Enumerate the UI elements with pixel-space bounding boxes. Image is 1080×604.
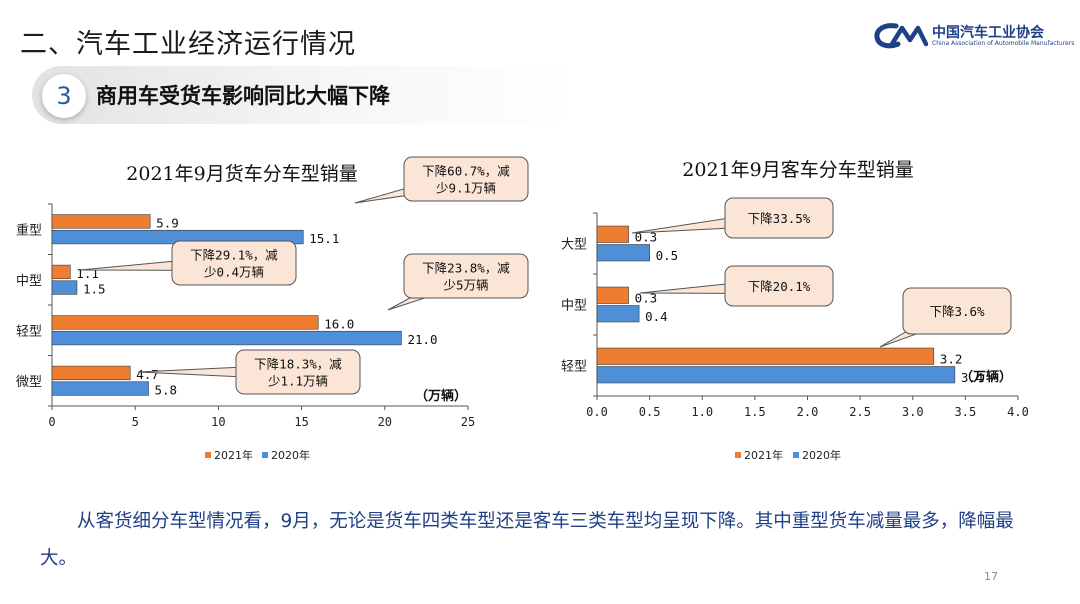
bus-legend-swatch <box>793 452 799 458</box>
bus-callout-joint <box>941 305 960 319</box>
truck-callout-text: 少9.1万辆 <box>436 181 496 196</box>
page-number: 17 <box>984 570 998 583</box>
logo-text-en: China Association of Automobile Manufact… <box>932 40 1075 47</box>
truck-bar <box>51 315 319 330</box>
truck-callout-joint <box>446 173 468 185</box>
truck-bar-value-label: 1.5 <box>83 281 106 296</box>
bus-callout-text: 下降20.1% <box>748 279 811 294</box>
bus-x-tick-label: 2.5 <box>849 405 871 419</box>
truck-category-label: 轻型 <box>16 324 42 339</box>
bus-category-label: 大型 <box>561 238 587 253</box>
logo-text-cn: 中国汽车工业协会 <box>932 25 1044 41</box>
caam-logo: 中国汽车工业协会 China Association of Automobile… <box>874 20 1074 54</box>
truck-legend-label: 2020年 <box>271 448 310 462</box>
caam-logo-icon <box>874 23 928 49</box>
truck-bar-value-label: 1.1 <box>76 266 99 281</box>
subtitle-text: 商用车受货车影响同比大幅下降 <box>96 84 390 108</box>
truck-bar <box>51 264 71 280</box>
bus-bar-value-label: 0.3 <box>635 291 658 306</box>
truck-chart: 2021年9月货车分车型销量重型中型轻型微型 0 5 10 15 20 25 5.9 15.1 1… <box>0 150 540 484</box>
truck-bar <box>51 365 131 381</box>
truck-bar-value-label: 21.0 <box>407 332 437 347</box>
bus-chart: 2021年9月客车分车型销量大型中型轻型 0.0 0.5 1.0 1.5 2.0 2.5 3.… <box>540 150 1080 484</box>
subtitle-number-badge: 3 <box>42 74 86 118</box>
bus-bar <box>596 225 629 243</box>
bus-bar-value-label: 0.3 <box>635 230 658 245</box>
truck-callout-joint <box>273 366 298 378</box>
truck-bar <box>51 280 78 295</box>
truck-callout-text: 少0.4万辆 <box>204 265 264 280</box>
bus-x-tick-label: 3.0 <box>902 405 924 419</box>
bus-callout-text: 下降3.6% <box>929 304 985 319</box>
truck-legend-swatch <box>262 452 268 458</box>
bus-x-tick-label: 1.0 <box>691 405 713 419</box>
truck-bar <box>51 381 149 396</box>
truck-legend-label: 2021年 <box>214 448 253 462</box>
truck-bar-value-label: 15.1 <box>309 231 339 246</box>
truck-category-label: 中型 <box>16 274 42 289</box>
bus-category-label: 轻型 <box>561 360 587 375</box>
truck-callout-text: 少1.1万辆 <box>268 374 328 389</box>
truck-callout-joint <box>209 257 235 269</box>
truck-bar-value-label: 4.7 <box>136 367 159 382</box>
truck-chart-title: 2021年9月货车分车型销量 <box>126 163 357 185</box>
bus-x-tick-label: 4.0 <box>1007 405 1029 419</box>
bus-category-label: 中型 <box>561 299 587 314</box>
bus-callout-joint <box>755 212 780 224</box>
truck-callout-joint <box>449 270 469 283</box>
truck-x-tick-label: 0 <box>48 415 55 429</box>
truck-bar-value-label: 5.9 <box>156 215 179 230</box>
truck-category-label: 微型 <box>16 375 42 390</box>
section-title: 二、汽车工业经济运行情况 <box>20 29 356 60</box>
truck-category-label: 重型 <box>16 222 42 238</box>
bus-bar-value-label: 3.4 <box>961 370 984 385</box>
bus-bar <box>596 244 650 262</box>
bus-chart-title: 2021年9月客车分车型销量 <box>682 159 913 181</box>
bus-callout-text: 下降33.5% <box>748 211 811 226</box>
truck-bar-value-label: 5.8 <box>155 382 178 397</box>
truck-x-tick-label: 20 <box>378 415 392 429</box>
bus-x-tick-label: 3.5 <box>955 405 977 419</box>
truck-x-tick-label: 10 <box>211 415 225 429</box>
truck-legend-swatch <box>205 452 211 458</box>
bus-legend-label: 2021年 <box>744 448 783 462</box>
truck-callout-text: 少5万辆 <box>443 278 488 293</box>
bus-unit-label: （万辆） <box>960 369 1012 385</box>
bus-bar-value-label: 3.2 <box>940 352 963 367</box>
bus-legend-label: 2020年 <box>802 448 841 462</box>
truck-bar-value-label: 16.0 <box>324 316 354 331</box>
truck-bar <box>51 214 151 229</box>
truck-x-tick-label: 15 <box>294 415 308 429</box>
summary-paragraph: 从客货细分车型情况看，9月，无论是货车四类车型还是客车三类车型均呈现下降。其中重… <box>40 511 1014 569</box>
bus-bar-value-label: 0.5 <box>656 248 679 263</box>
truck-x-tick-label: 25 <box>461 415 475 429</box>
bus-bar <box>596 286 629 304</box>
bus-bar-value-label: 0.4 <box>645 309 668 324</box>
truck-callout-text: 下降23.8%，减 <box>422 261 510 276</box>
bus-bar <box>596 347 935 365</box>
subtitle-backdrop <box>32 66 572 124</box>
bus-bar <box>596 366 956 384</box>
truck-x-tick-label: 5 <box>132 415 139 429</box>
truck-bar <box>51 330 402 346</box>
bus-x-tick-label: 2.0 <box>797 405 819 419</box>
bus-x-tick-label: 0.0 <box>586 405 608 419</box>
bus-x-tick-label: 0.5 <box>639 405 661 419</box>
bus-bar <box>596 305 640 323</box>
subtitle-banner: 3 商用车受货车影响同比大幅下降 <box>32 66 592 126</box>
bus-legend-swatch <box>735 452 741 458</box>
bus-callout-joint <box>756 280 780 292</box>
truck-callout-text: 下降18.3%，减 <box>254 357 342 372</box>
truck-callout-text: 下降60.7%，减 <box>422 164 510 179</box>
truck-callout-text: 下降29.1%，减 <box>190 248 278 263</box>
truck-unit-label: （万辆） <box>415 388 467 404</box>
bus-x-tick-label: 1.5 <box>744 405 766 419</box>
